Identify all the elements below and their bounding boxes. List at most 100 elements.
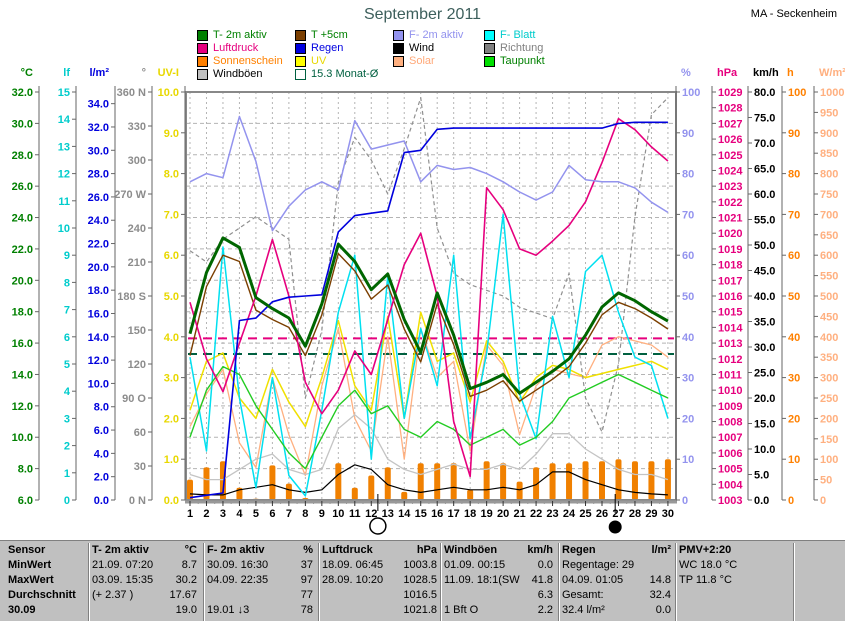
axis-tick-label-wm2: 750 [820,189,838,201]
axis-tick-label-h: 60 [788,250,800,262]
x-day-label: 30 [662,508,674,520]
table-value-number: 0.0 [655,604,671,616]
axis-tick-label-lf: 5 [64,359,70,371]
axis-unit-kmh: km/h [753,67,779,79]
axis-tick-label-temp: 14.0 [12,369,33,381]
axis-tick-label-uv: 5.0 [164,291,179,303]
legend-swatch [295,69,306,80]
table-value-number: 8.7 [181,559,197,571]
axis-tick-label-temp: 30.0 [12,118,33,130]
legend-item-13: Windböen [197,68,295,81]
sunshine-bar [450,463,457,500]
axis-tick-label-uv: 7.0 [164,209,179,221]
axis-tick-label-lf: 13 [58,141,70,153]
axis-tick-label-kmh: 0.0 [754,495,769,507]
axis-tick-label-temp: 10.0 [12,432,33,444]
table-col-title: PMV+2:20 [679,544,732,556]
axis-tick-label-kmh: 60.0 [754,189,775,201]
table-col-title: Luftdruck [322,544,373,556]
axis-unit-temp: °C [21,67,33,79]
legend-swatch [484,30,495,41]
series-wind [189,464,668,496]
axis-tick-label-wm2: 450 [820,311,838,323]
axis-tick-label-uv: 1.0 [164,454,179,466]
axis-tick-label-wm2: 900 [820,128,838,140]
legend-item-7: Wind [393,42,484,55]
axis-tick-label-wm2: 600 [820,250,838,262]
axis-unit-pct: % [681,67,691,79]
axis-tick-label-lf: 3 [64,413,70,425]
series-regen [189,121,668,499]
axis-tick-label-wm2: 100 [820,454,838,466]
legend-item-8: Richtung [484,42,604,55]
axis-tick-label-uv: 6.0 [164,250,179,262]
axis-unit-wm2: W/m² [819,67,845,79]
x-day-label: 19 [481,508,493,520]
axis-tick-label-rain: 34.0 [88,99,109,111]
axis-tick-label-temp: 6.0 [18,495,33,507]
x-day-label: 5 [253,508,259,520]
axis-tick-label-temp: 20.0 [12,275,33,287]
axis-tick-label-lf: 9 [64,250,70,262]
axis-tick-label-hpa: 1019 [718,244,742,256]
axis-tick-label-rain: 12.0 [88,355,109,367]
series-windb-en [189,414,669,481]
legend-swatch [393,43,404,54]
axis-tick-label-hpa: 1026 [718,134,742,146]
axis-tick-label-hpa: 1007 [718,432,742,444]
sunshine-bar [615,459,622,500]
axis-tick-label-lf: 2 [64,441,70,453]
series-t-2m-aktiv [188,236,669,395]
axis-tick-label-wm2: 350 [820,352,838,364]
axis-tick-label-pct: 100 [682,87,700,99]
axis-tick-label-rain: 8.0 [94,402,109,414]
axis-tick-label-uv: 10.0 [158,87,179,99]
table-col-title: T- 2m aktiv [92,544,149,556]
table-value-text: (+ 2.37 ) [92,589,134,601]
axis-tick-label-kmh: 30.0 [754,342,775,354]
table-value-number: 32.4 [649,589,671,601]
sunshine-bar [417,463,424,500]
axis-tick-label-hpa: 1010 [718,385,742,397]
legend-swatch [484,56,495,67]
sunshine-bar [203,467,210,500]
table-col-unit: hPa [416,544,437,556]
axis-tick-label-wm2: 0 [820,495,826,507]
legend-item-3: F- 2m aktiv [393,29,484,42]
weather-chart: °C32.030.028.026.024.022.020.018.016.014… [12,67,845,535]
legend-swatch [295,43,306,54]
axis-tick-label-kmh: 15.0 [754,419,775,431]
table-value-number: 78 [300,604,313,616]
legend-label: Windböen [213,68,263,80]
axis-tick-label-lf: 11 [58,196,70,208]
table-value-text: 19.01 ↓3 [207,604,250,616]
table-value-number: 0.0 [537,559,553,571]
x-day-label: 24 [563,508,576,520]
table-col-unit: % [303,544,313,556]
axis-tick-label-wm2: 50 [820,475,832,487]
table-value-number: 37 [300,559,313,571]
axis-tick-label-wm2: 400 [820,332,838,344]
legend-label: Wind [409,42,435,54]
legend-item-6: Regen [295,42,393,55]
axis-tick-label-hpa: 1017 [718,275,742,287]
sunshine-bar [368,475,375,500]
axis-tick-label-h: 10 [788,454,800,466]
x-day-label: 3 [220,508,226,520]
table-row-label: Durchschnitt [8,589,76,601]
x-day-label: 1 [187,508,193,520]
legend-label: F- 2m aktiv [409,29,464,41]
axis-tick-label-dir: 300 [128,155,146,167]
legend-swatch [393,56,404,67]
legend-label: Richtung [500,42,544,54]
axis-tick-label-rain: 4.0 [94,448,109,460]
table-value-text: Gesamt: [562,589,604,601]
axis-tick-label-dir: 360 N [117,87,146,99]
sunshine-bar [582,461,589,500]
sunshine-bar [483,461,490,500]
table-value-number: 19.0 [175,604,197,616]
axis-tick-label-lf: 7 [64,305,70,317]
axis-tick-label-hpa: 1029 [718,87,742,99]
statistics-table: Sensor MinWert MaxWert Durchschnitt 30.09 T- … [0,540,845,621]
x-day-label: 9 [319,508,325,520]
